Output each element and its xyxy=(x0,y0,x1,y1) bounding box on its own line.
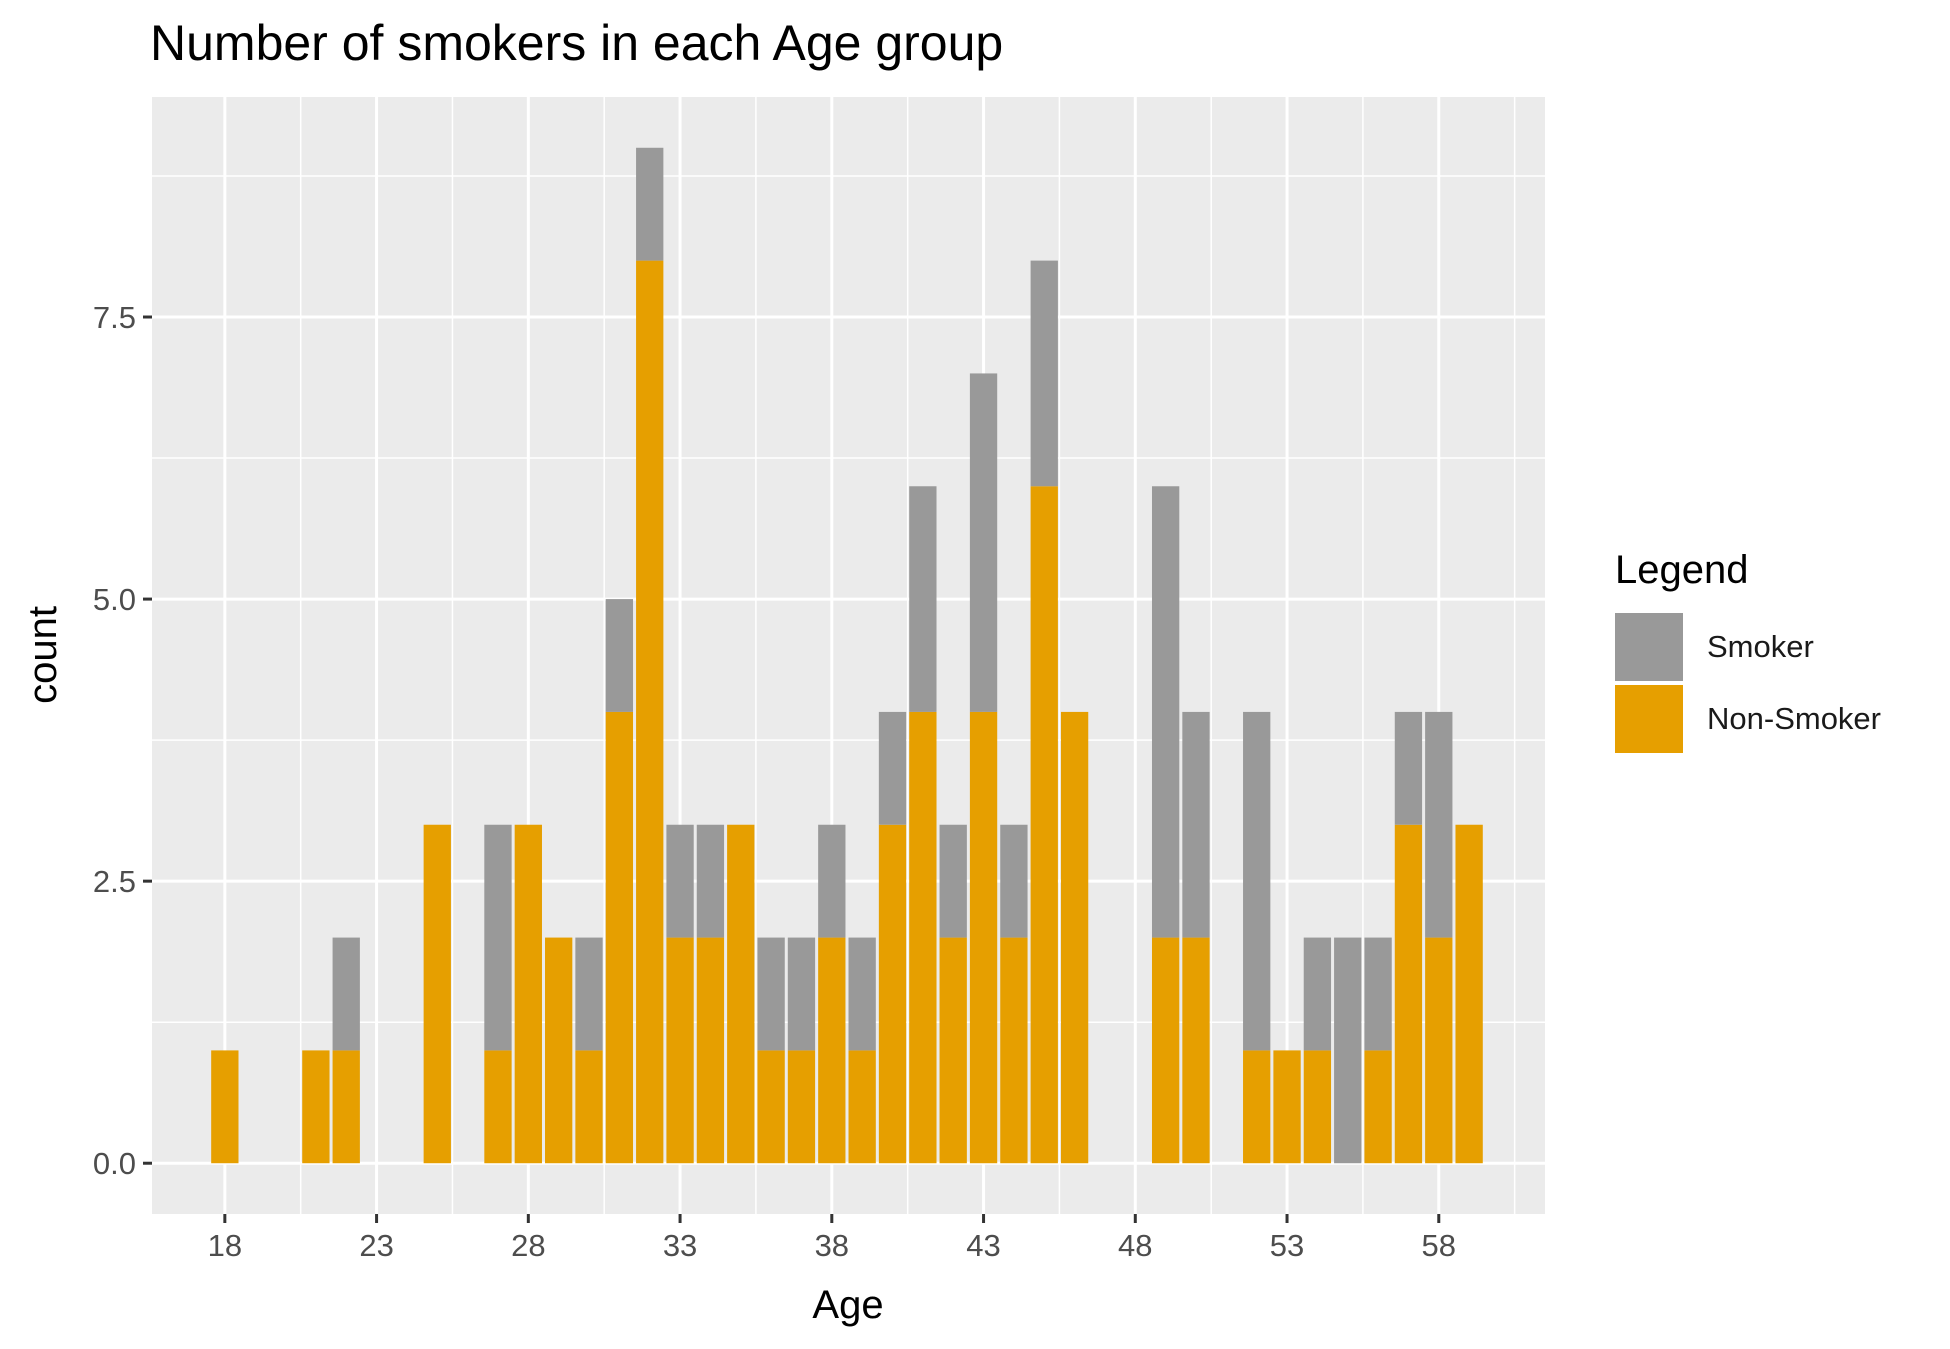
bar-non-smoker xyxy=(1000,937,1028,1164)
y-tick-label: 7.5 xyxy=(93,300,136,335)
bar-non-smoker xyxy=(302,1050,330,1164)
bar-non-smoker xyxy=(332,1050,360,1164)
legend-title: Legend xyxy=(1615,548,1749,592)
x-tick-label: 53 xyxy=(1270,1228,1304,1263)
bar-smoker xyxy=(1182,711,1210,938)
bar-smoker xyxy=(969,373,998,712)
x-tick-label: 33 xyxy=(663,1228,697,1263)
bar-non-smoker xyxy=(727,824,755,1164)
bar-smoker xyxy=(1425,711,1453,938)
x-tick-label: 28 xyxy=(511,1228,545,1263)
x-tick-label: 23 xyxy=(359,1228,393,1263)
bar-non-smoker xyxy=(1182,937,1210,1164)
bar-non-smoker xyxy=(1030,486,1058,1164)
bar-non-smoker xyxy=(1394,824,1423,1164)
legend: Legend Smoker Non-Smoker xyxy=(1615,548,1881,755)
bar-non-smoker xyxy=(1151,937,1180,1164)
legend-label-non-smoker: Non-Smoker xyxy=(1707,701,1881,736)
bar-smoker xyxy=(787,937,816,1051)
bar-smoker xyxy=(605,599,634,712)
bar-non-smoker xyxy=(818,937,846,1164)
legend-label-smoker: Smoker xyxy=(1707,629,1814,664)
bar-smoker xyxy=(1151,486,1180,938)
bar-non-smoker xyxy=(848,1050,876,1164)
bar-non-smoker xyxy=(423,824,451,1164)
bar-non-smoker xyxy=(757,1050,785,1164)
bar-non-smoker xyxy=(545,937,573,1164)
bars xyxy=(211,147,1483,1164)
x-tick-label: 18 xyxy=(208,1228,242,1263)
bar-smoker xyxy=(818,824,846,938)
bar-non-smoker xyxy=(939,937,967,1164)
bar-non-smoker xyxy=(514,824,542,1164)
x-tick-label: 48 xyxy=(1118,1228,1152,1263)
y-axis-title: count xyxy=(21,606,65,704)
bar-smoker xyxy=(878,711,907,825)
x-tick-label: 43 xyxy=(966,1228,1000,1263)
bar-smoker xyxy=(939,824,967,938)
x-tick-label: 38 xyxy=(815,1228,849,1263)
bar-smoker xyxy=(909,486,937,712)
bar-non-smoker xyxy=(1425,937,1453,1164)
bar-smoker xyxy=(1030,260,1058,487)
bar-smoker xyxy=(666,824,694,938)
bar-non-smoker xyxy=(1060,711,1089,1164)
legend-swatch-smoker xyxy=(1615,613,1683,681)
bar-non-smoker xyxy=(878,824,907,1164)
bar-non-smoker xyxy=(909,711,937,1164)
bar-non-smoker xyxy=(787,1050,816,1164)
chart-title: Number of smokers in each Age group xyxy=(150,15,1004,71)
axes: 18 23 28 33 38 43 48 53 58 0.0 2.5 5.0 7.5 xyxy=(93,300,1456,1263)
legend-item-non-smoker: Non-Smoker xyxy=(1615,683,1881,755)
bar-non-smoker xyxy=(1303,1050,1332,1164)
bar-smoker xyxy=(1364,937,1392,1051)
bar-non-smoker xyxy=(1243,1050,1271,1164)
y-tick-label: 5.0 xyxy=(93,582,136,617)
bar-non-smoker xyxy=(484,1050,512,1164)
bar-non-smoker xyxy=(575,1050,603,1164)
legend-swatch-non-smoker xyxy=(1615,685,1683,753)
bar-non-smoker xyxy=(969,711,998,1164)
bar-non-smoker xyxy=(666,937,694,1164)
bar-non-smoker xyxy=(696,937,725,1164)
bar-smoker xyxy=(636,147,664,261)
bar-non-smoker xyxy=(1273,1050,1301,1164)
legend-item-smoker: Smoker xyxy=(1615,611,1881,683)
bar-smoker xyxy=(848,937,876,1051)
bar-smoker xyxy=(1334,937,1362,1164)
bar-smoker xyxy=(1303,937,1332,1051)
bar-smoker xyxy=(484,824,512,1051)
bar-non-smoker xyxy=(636,260,664,1164)
bar-smoker xyxy=(696,824,725,938)
bar-non-smoker xyxy=(1364,1050,1392,1164)
bar-smoker xyxy=(1243,711,1271,1051)
bar-smoker xyxy=(1394,711,1423,825)
bar-smoker xyxy=(1000,824,1028,938)
bar-smoker xyxy=(575,937,603,1051)
bar-non-smoker xyxy=(1455,824,1483,1164)
bar-non-smoker xyxy=(211,1050,239,1164)
y-tick-label: 0.0 xyxy=(93,1146,136,1181)
minor-gridlines xyxy=(152,97,1545,1214)
y-tick-label: 2.5 xyxy=(93,864,136,899)
x-axis-title: Age xyxy=(812,1283,883,1327)
bar-smoker xyxy=(757,937,785,1051)
bar-smoker xyxy=(332,937,360,1051)
bar-non-smoker xyxy=(605,711,634,1164)
x-tick-label: 58 xyxy=(1422,1228,1456,1263)
